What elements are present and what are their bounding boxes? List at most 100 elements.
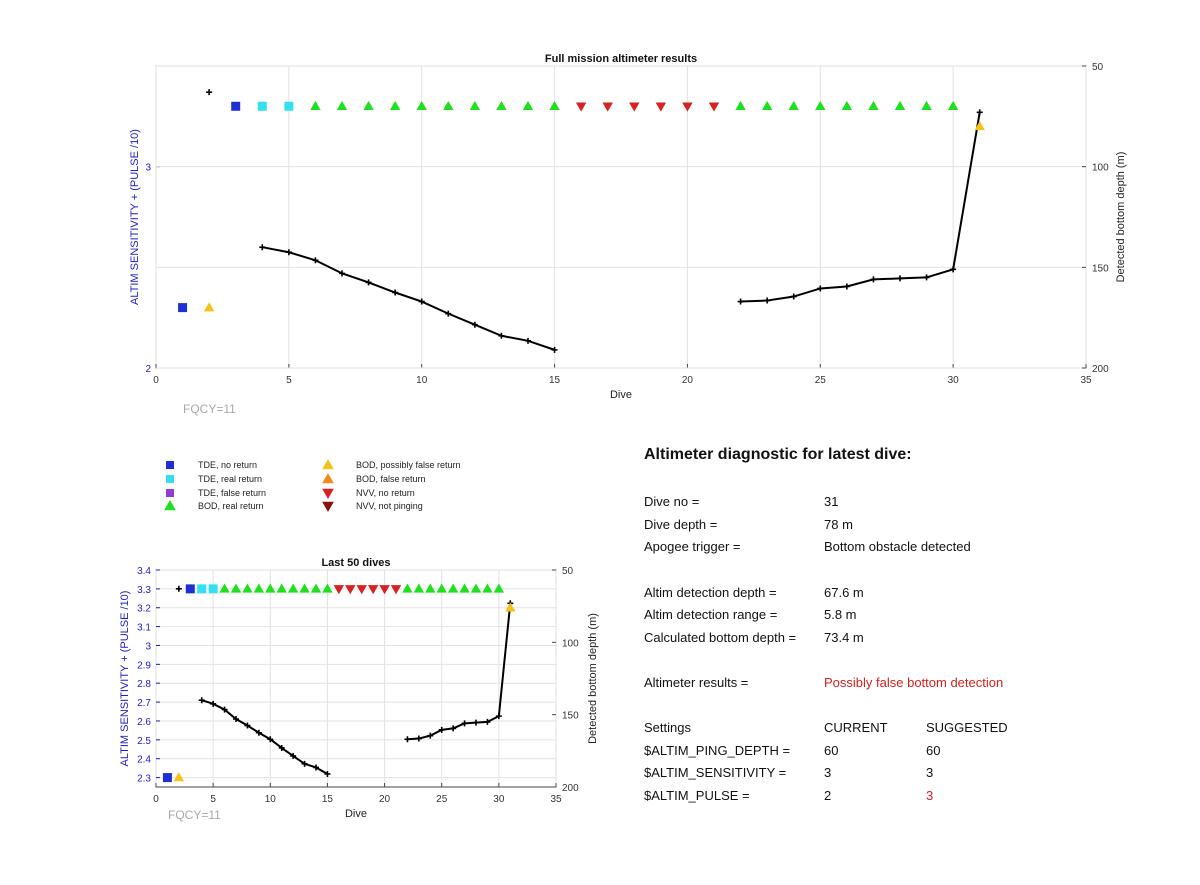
legend-marker-tde-no-return: [166, 461, 174, 469]
fqcy-label: FQCY=11: [168, 808, 221, 822]
x-tick-label: 35: [550, 794, 562, 805]
dive-depth-value: 78 m: [824, 517, 853, 532]
altim-marker-bod-real-return: [265, 583, 276, 593]
legend-marker-shape: [166, 461, 174, 469]
y-tick-label: 2.3: [137, 774, 151, 785]
altim-marker-tde-no-return: [185, 584, 195, 594]
legend-marker-tde-false-return: [166, 488, 174, 497]
full-mission-chart: 0 5 10 15 20 25 30 35 2 3 50 100 150 200 Full mission …: [129, 53, 1127, 416]
altim-marker-nvv-no-return: [390, 585, 402, 595]
altim-marker-bod-possibly-false: [203, 302, 215, 312]
depth-point: [313, 764, 319, 771]
altim-marker-bod-real-return: [389, 100, 401, 111]
altimeter-results-row: Altimeter results = Possibly false botto…: [644, 675, 1164, 693]
setting-row: $ALTIM_PULSE = 2 3: [644, 788, 1164, 806]
altim-marker-nvv-no-return: [629, 102, 640, 112]
depth-point: [175, 585, 182, 592]
legend-label: TDE, real return: [198, 473, 263, 484]
depth-point: [551, 346, 558, 353]
altim-marker-bod-possibly-false: [505, 602, 516, 612]
y-tick-label: 3.4: [137, 566, 151, 577]
y2-axis-label: Detected bottom depth (m): [587, 613, 599, 744]
depth-point: [897, 275, 903, 282]
depth-point: [461, 720, 468, 727]
chart-title: Full mission altimeter results: [545, 53, 697, 65]
altimeter-results-label: Altimeter results =: [644, 675, 749, 690]
depth-point: [404, 736, 411, 743]
y2-tick-label: 200: [1092, 364, 1109, 375]
depth-point: [438, 726, 445, 733]
suggested-header: SUGGESTED: [926, 720, 1008, 735]
altim-marker-tde-no-return: [162, 773, 172, 783]
x-axis-label: Dive: [610, 389, 632, 401]
depth-point: [976, 109, 983, 116]
plot-area: [155, 65, 1087, 369]
depth-series-line: [740, 112, 981, 303]
altim-marker-bod-real-return: [947, 100, 959, 111]
depth-series-line: [407, 603, 512, 741]
altimeter-results-value: Possibly false bottom detection: [824, 675, 1004, 690]
y-tick-label: 2.4: [137, 755, 151, 766]
dive-depth-row: Dive depth = 78 m: [644, 517, 1164, 535]
legend-marker-nvv-no-return: [322, 488, 334, 499]
altim-marker-nvv-no-return: [367, 585, 379, 595]
altim-marker-tde-real-return: [208, 584, 218, 594]
altim-marker-bod-real-return: [299, 583, 310, 593]
depth-point: [259, 244, 266, 251]
x-tick-label: 5: [210, 794, 216, 805]
altim-marker-bod-real-return: [841, 100, 853, 111]
depth-point: [301, 760, 308, 767]
x-tick-label: 30: [948, 375, 960, 386]
apogee-trigger-row: Apogee trigger = Bottom obstacle detecte…: [644, 539, 1164, 557]
altim-marker-bod-real-return: [310, 100, 321, 111]
setting-name: $ALTIM_PULSE =: [644, 788, 750, 803]
altim-detection-depth-label: Altim detection depth =: [644, 585, 777, 600]
legend-marker-bod-possibly-false: [322, 459, 334, 470]
settings-header: Settings: [644, 720, 691, 735]
legend-item: TDE, no return: [164, 458, 257, 472]
altim-marker-bod-real-return: [815, 100, 826, 111]
x-tick-label: 35: [1080, 375, 1092, 386]
altim-marker-bod-real-return: [436, 583, 447, 593]
depth-point: [950, 266, 957, 273]
y2-tick-label: 150: [562, 711, 579, 722]
x-tick-label: 0: [153, 375, 159, 386]
altim-marker-bod-real-return: [493, 583, 505, 593]
legend-label: BOD, real return: [198, 501, 264, 512]
depth-point: [471, 321, 478, 328]
y-axis-label: ALTIM SENSITIVITY + (PULSE /10): [129, 129, 141, 305]
legend-label: BOD, false return: [356, 473, 426, 484]
y-tick-label: 2.6: [137, 717, 151, 728]
legend-label: TDE, false return: [198, 487, 267, 498]
current-header: CURRENT: [824, 720, 888, 735]
altim-marker-tde-real-return: [197, 584, 207, 594]
depth-point: [737, 298, 744, 305]
y-axis-label: ALTIM SENSITIVITY + (PULSE /10): [119, 591, 131, 767]
altim-marker-nvv-no-return: [602, 102, 613, 112]
altim-marker-bod-real-return: [402, 583, 413, 593]
setting-row: $ALTIM_SENSITIVITY = 3 3: [644, 765, 1164, 783]
depth-point: [233, 716, 239, 723]
apogee-trigger-label: Apogee trigger =: [644, 539, 741, 554]
depth-point: [290, 752, 297, 759]
legend-label: BOD, possibly false return: [356, 460, 461, 470]
chart-title: Last 50 dives: [321, 557, 390, 569]
apogee-trigger-value: Bottom obstacle detected: [824, 539, 971, 554]
depth-point: [427, 732, 434, 739]
marker-legend: TDE, no return TDE, real return TDE, false…: [160, 458, 520, 518]
y-tick-label: 2.8: [137, 679, 151, 690]
altim-marker-bod-possibly-false: [173, 772, 185, 782]
y2-tick-label: 50: [1092, 62, 1104, 73]
altim-marker-bod-possibly-false: [974, 121, 985, 131]
depth-point: [198, 697, 205, 704]
y2-tick-label: 200: [562, 783, 579, 794]
y2-tick-label: 50: [562, 566, 574, 577]
calculated-bottom-depth-value: 73.4 m: [824, 630, 864, 645]
x-tick-label: 15: [322, 794, 334, 805]
y-tick-label: 3: [145, 641, 151, 652]
y-tick-label: 3.1: [137, 623, 151, 634]
depth-point: [210, 700, 217, 707]
setting-current: 3: [824, 765, 832, 780]
depth-point: [507, 600, 514, 607]
x-tick-label: 25: [815, 375, 827, 386]
